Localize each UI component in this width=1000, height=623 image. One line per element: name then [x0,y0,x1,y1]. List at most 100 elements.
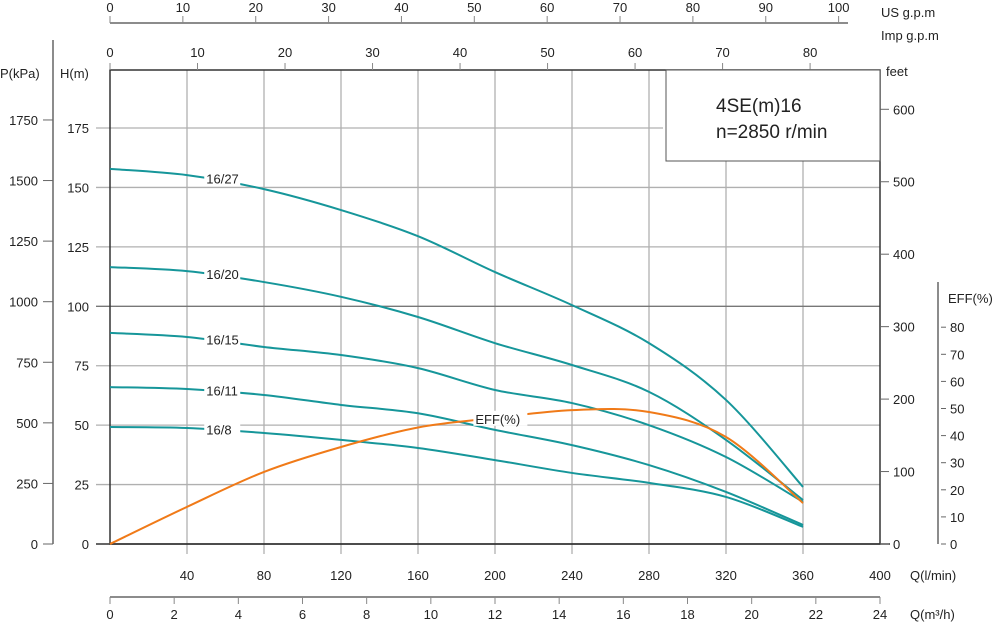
q-lmin-tick-label: 80 [257,568,271,583]
p-kpa-tick-label: 0 [31,537,38,552]
imp-gpm-tick-label: 20 [278,45,292,60]
imp-gpm-tick-label: 40 [453,45,467,60]
q-m3h-tick-label: 8 [363,607,370,622]
us-gpm-tick-label: 100 [828,0,850,15]
q-lmin-tick-label: 360 [792,568,814,583]
p-kpa-tick-label: 750 [16,355,38,370]
us-gpm-axis-label: US g.p.m [881,5,935,20]
q-m3h-tick-label: 2 [171,607,178,622]
curves [109,167,804,545]
chart-subtitle: n=2850 r/min [716,122,827,143]
q-m3h-tick-label: 6 [299,607,306,622]
eff-tick-label: 50 [950,402,964,417]
feet-tick-label: 0 [893,537,900,552]
title-box: 4SE(m)16 n=2850 r/min [665,69,881,162]
q-m3h-tick-label: 4 [235,607,242,622]
p-kpa-tick-label: 1750 [9,113,38,128]
q-lmin-tick-label: 400 [869,568,891,583]
h-axis-label: H(m) [60,66,89,81]
eff-tick-label: 40 [950,429,964,444]
q-m3h-tick-label: 16 [616,607,630,622]
us-gpm-tick-label: 90 [759,0,773,15]
eff-tick-label: 10 [950,510,964,525]
h-tick-label: 50 [75,418,89,433]
p-kpa-tick-label: 1250 [9,234,38,249]
label-background [473,410,528,426]
imp-gpm-axis-label: Imp g.p.m [881,28,939,43]
us-gpm-tick-label: 40 [394,0,408,15]
q-lmin-axis-label: Q(l/min) [910,568,956,583]
q-lmin-tick-label: 320 [715,568,737,583]
feet-tick-label: 100 [893,465,915,480]
q-m3h-tick-label: 18 [680,607,694,622]
h-tick-label: 0 [82,537,89,552]
q-m3h-tick-label: 20 [744,607,758,622]
eff-tick-label: 0 [950,537,957,552]
curve-16-11 [109,386,804,526]
feet-tick-label: 300 [893,320,915,335]
p-kpa-axis-label: P(kPa) [0,66,40,81]
us-gpm-tick-label: 60 [540,0,554,15]
q-lmin-tick-label: 160 [407,568,429,583]
p-kpa-tick-label: 1000 [9,295,38,310]
q-m3h-tick-label: 14 [552,607,566,622]
h-tick-label: 100 [67,299,89,314]
h-tick-label: 125 [67,240,89,255]
q-m3h-tick-label: 24 [873,607,887,622]
series-label: 16/11 [206,384,238,399]
series-label: EFF(%) [475,412,520,427]
us-gpm-tick-label: 0 [106,0,113,15]
us-gpm-tick-label: 10 [176,0,190,15]
label-background [204,170,241,186]
label-background [204,382,241,398]
label-background [204,421,241,437]
curve-eff- [109,408,804,545]
eff-tick-label: 80 [950,320,964,335]
q-m3h-tick-label: 10 [424,607,438,622]
curve-16-15 [109,331,804,503]
p-kpa-tick-label: 250 [16,476,38,491]
curve-16-27 [109,167,804,488]
series-label: 16/27 [206,172,239,187]
h-tick-label: 75 [75,359,89,374]
h-tick-label: 150 [67,180,89,195]
us-gpm-tick-label: 80 [686,0,700,15]
imp-gpm-tick-label: 30 [365,45,379,60]
chart-title: 4SE(m)16 [716,96,802,117]
eff-tick-label: 20 [950,483,964,498]
imp-gpm-tick-label: 50 [540,45,554,60]
curve-labels: 16/27 16/20 16/15 16/11 16/8 EFF(%) [204,170,528,437]
q-m3h-tick-label: 22 [809,607,823,622]
series-label: 16/8 [206,422,231,437]
q-lmin-tick-label: 280 [638,568,660,583]
imp-gpm-tick-label: 60 [628,45,642,60]
q-lmin-tick-label: 120 [330,568,352,583]
h-tick-label: 175 [67,121,89,136]
eff-axis-label: EFF(%) [948,291,993,306]
us-gpm-tick-label: 70 [613,0,627,15]
series-label: 16/20 [206,267,239,282]
imp-gpm-tick-label: 0 [106,45,113,60]
us-gpm-tick-label: 30 [321,0,335,15]
label-background [204,331,241,347]
feet-axis-label: feet [886,64,908,79]
q-m3h-tick-label: 12 [488,607,502,622]
imp-gpm-tick-label: 80 [803,45,817,60]
q-lmin-tick-label: 240 [561,568,583,583]
eff-tick-label: 30 [950,456,964,471]
q-m3h-axis-label: Q(m³/h) [910,607,955,622]
p-kpa-tick-label: 500 [16,416,38,431]
feet-tick-label: 500 [893,175,915,190]
curve-16-8 [109,426,804,528]
eff-tick-label: 60 [950,374,964,389]
feet-tick-label: 200 [893,392,915,407]
label-background [204,265,241,281]
feet-tick-label: 400 [893,247,915,262]
q-lmin-tick-label: 40 [180,568,194,583]
imp-gpm-tick-label: 70 [715,45,729,60]
p-kpa-tick-label: 1500 [9,174,38,189]
h-tick-label: 25 [75,478,89,493]
q-lmin-tick-label: 200 [484,568,506,583]
